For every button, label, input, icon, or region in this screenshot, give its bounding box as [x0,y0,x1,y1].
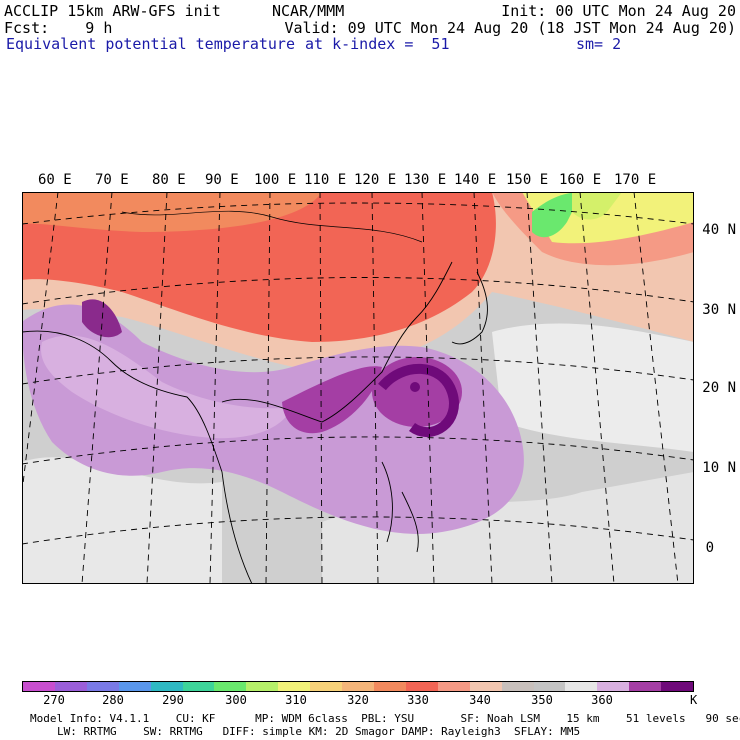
colorbar-swatch [533,682,566,691]
colorbar-swatch [54,682,87,691]
colorbar-swatch [118,682,151,691]
colorbar-swatch [405,682,438,691]
lat-label-40n: 40 N [702,222,736,238]
colorbar-swatch [342,682,374,691]
colorbar-swatch [150,682,183,691]
colorbar-swatch [501,682,534,691]
colorbar-swatch [629,682,662,691]
border-mongolia [121,210,423,243]
coastline-philippines [381,461,419,553]
colorbar-tick-360: 360 [591,693,613,707]
colorbar-tick-280: 280 [102,693,124,707]
lat-label-equator: 0 [705,540,714,556]
colorbar-swatch [246,682,279,691]
lon-label-160e: 160 E [559,172,602,188]
colorbar-swatch [437,682,470,691]
colorbar-tick-300: 300 [225,693,247,707]
model-info-line2: LW: RRTMG SW: RRTMG DIFF: simple KM: 2D … [57,725,581,738]
smoothing-label: sm= 2 [576,35,622,53]
lon-label-70e: 70 E [95,172,129,188]
colorbar-swatch [310,682,343,691]
colorbar-tick-330: 330 [407,693,429,707]
coastline-south-asia [22,330,253,584]
init-time: Init: 00 UTC Mon 24 Aug 20 [501,2,736,20]
valid-time: Valid: 09 UTC Mon 24 Aug 20 (18 JST Mon … [284,19,736,37]
coastline-japan [451,271,488,345]
colorbar-swatch [86,682,119,691]
colorbar-swatch [278,682,311,691]
level-label: at k-index = 51 [305,35,450,53]
colorbar-swatch [565,682,598,691]
coastline-east-asia [221,261,453,423]
typhoon-eye [410,382,420,392]
tropical-moist-light [41,335,293,439]
colorbar-swatch [23,682,55,691]
light-field-pacific [492,323,694,452]
lon-label-120e: 120 E [354,172,397,188]
lon-label-100e: 100 E [254,172,297,188]
colorbar-tick-350: 350 [531,693,553,707]
colorbar-swatch [661,682,694,691]
lon-label-60e: 60 E [38,172,72,188]
colorbar-swatch [182,682,215,691]
map-frame [22,192,694,584]
colorbar-tick-340: 340 [469,693,491,707]
lon-label-140e: 140 E [454,172,497,188]
lon-label-170e: 170 E [614,172,657,188]
colorbar-swatch [373,682,406,691]
lon-label-110e: 110 E [304,172,347,188]
typhoon-core [378,363,459,437]
northeast-cool-band [532,192,582,238]
colorbar-tick-310: 310 [285,693,307,707]
lon-label-150e: 150 E [506,172,549,188]
colorbar-tick-320: 320 [347,693,369,707]
colorbar-tick-290: 290 [162,693,184,707]
north-warm-band-edge [22,192,322,232]
lon-label-90e: 90 E [205,172,239,188]
lon-label-80e: 80 E [152,172,186,188]
colorbar-unit: K [690,693,698,707]
light-field-southwest [22,457,222,584]
light-field-south [322,472,694,584]
lat-label-10n: 10 N [702,460,736,476]
model-info-line1: Model Info: V4.1.1 CU: KF MP: WDM 6class… [30,712,740,725]
colorbar [22,681,694,692]
colorbar-tick-270: 270 [43,693,65,707]
colorbar-swatch [214,682,247,691]
field-name: Equivalent potential temperature [6,35,295,53]
forecast-hour: Fcst: 9 h [4,19,113,37]
lat-label-30n: 30 N [702,302,736,318]
theta-e-map [22,192,694,584]
lat-label-20n: 20 N [702,380,736,396]
lon-label-130e: 130 E [404,172,447,188]
org-label: NCAR/MMM [272,2,345,20]
colorbar-swatch [597,682,630,691]
colorbar-swatch [469,682,502,691]
model-title: ACCLIP 15km ARW-GFS init [4,2,221,20]
